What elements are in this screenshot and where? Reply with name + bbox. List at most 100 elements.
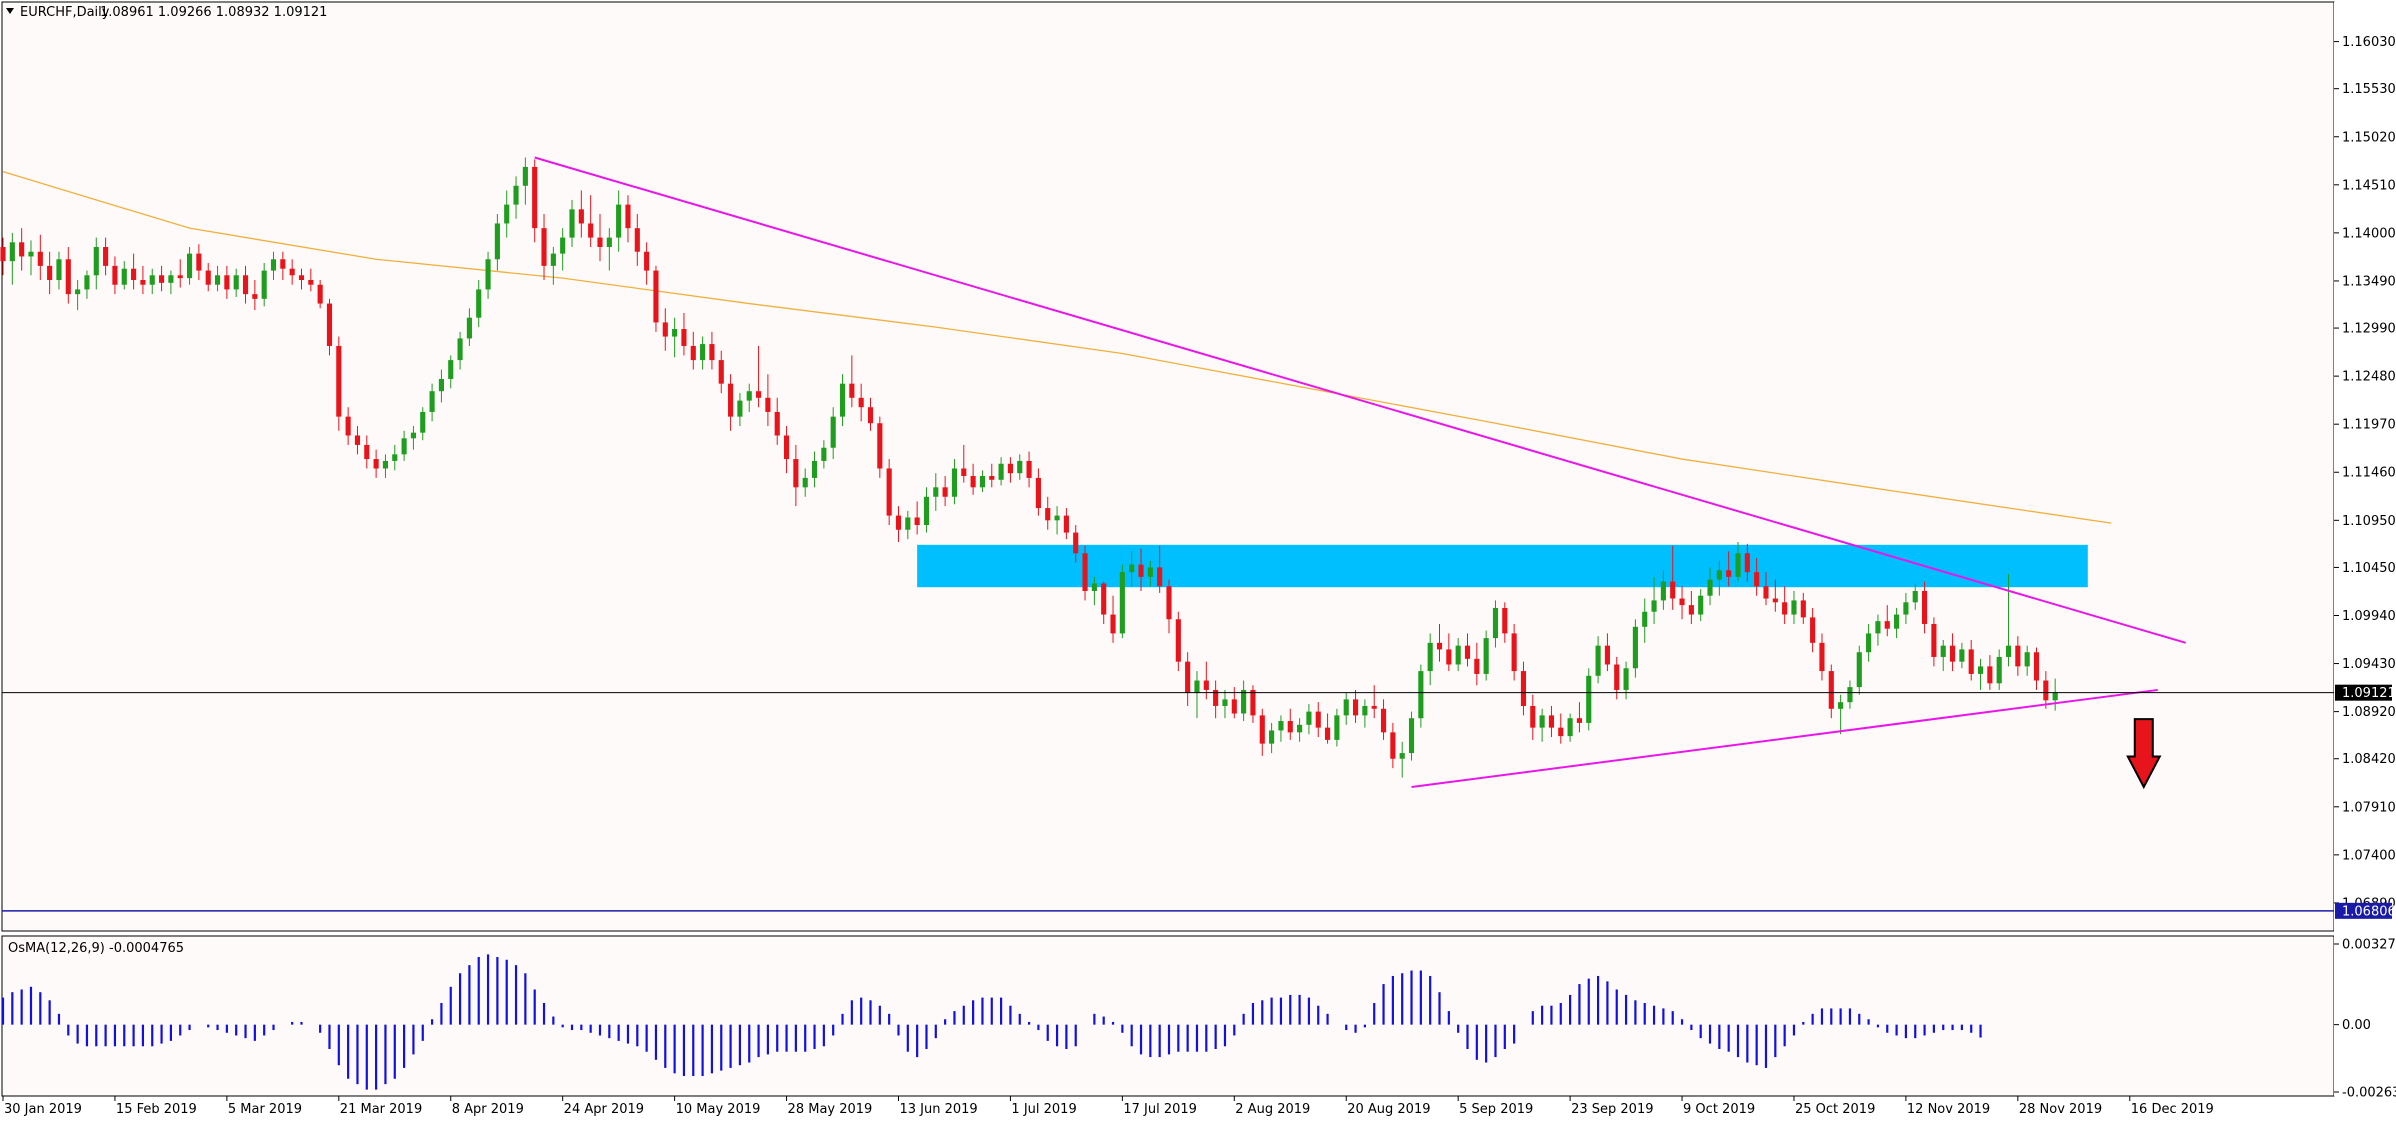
candle xyxy=(653,265,659,332)
candle-body xyxy=(1399,753,1405,759)
candlestick-layer xyxy=(0,157,2058,778)
candle xyxy=(1996,649,2002,690)
date-tick-label: 10 May 2019 xyxy=(676,1102,761,1117)
candle-body xyxy=(989,476,995,480)
candle-body xyxy=(159,275,165,283)
candle-body xyxy=(532,166,538,229)
candle-body xyxy=(1838,702,1844,709)
candle xyxy=(1287,708,1293,740)
candle-body xyxy=(504,204,510,224)
candle xyxy=(1352,689,1359,723)
candle-body xyxy=(905,517,911,530)
candle-body xyxy=(951,468,958,497)
candle xyxy=(1707,567,1713,606)
candle-body xyxy=(1548,715,1555,728)
candle-body xyxy=(1726,570,1732,577)
candle-body xyxy=(2033,652,2040,681)
candle-body xyxy=(401,438,407,455)
candle xyxy=(1548,705,1555,738)
candle xyxy=(625,195,631,243)
candle-body xyxy=(168,275,174,283)
candle-body xyxy=(2005,645,2012,657)
candle-body xyxy=(270,259,277,271)
candle xyxy=(1586,668,1592,731)
candle-body xyxy=(1147,567,1153,577)
candle xyxy=(466,308,472,346)
current-price-label: 1.09121 xyxy=(2342,686,2396,701)
candle-body xyxy=(1931,623,1937,657)
candle-body xyxy=(1595,645,1601,676)
candle-body xyxy=(1119,572,1125,634)
candle-body xyxy=(1884,621,1890,629)
candle xyxy=(1660,570,1666,610)
candle-body xyxy=(513,185,519,205)
candle-body xyxy=(65,259,71,295)
candle xyxy=(1567,713,1573,742)
candle xyxy=(1492,600,1499,648)
candle-body xyxy=(1241,689,1247,714)
candle xyxy=(28,240,34,276)
candle xyxy=(1558,713,1564,744)
candle xyxy=(382,454,389,478)
candle-body xyxy=(410,432,416,439)
candle xyxy=(1763,572,1769,606)
candle xyxy=(1483,630,1489,681)
date-axis: 30 Jan 2019 15 Feb 2019 5 Mar 2019 21 Mar 2… xyxy=(2,1096,2214,1117)
candle-body xyxy=(392,454,398,461)
candle xyxy=(830,407,836,460)
candle-body xyxy=(644,251,650,271)
candle xyxy=(1688,590,1694,624)
candle-body xyxy=(1651,600,1657,612)
candle xyxy=(1838,694,1844,735)
price-level-lines xyxy=(2,692,2334,912)
collapse-triangle-icon[interactable] xyxy=(6,8,14,14)
candle-body xyxy=(1259,715,1265,744)
candle-body xyxy=(942,487,948,497)
candle xyxy=(186,247,193,285)
candle-body xyxy=(634,228,640,252)
candle-body xyxy=(1847,687,1853,703)
candle xyxy=(131,253,137,290)
candle-body xyxy=(849,383,855,398)
candle-body xyxy=(37,251,43,266)
candle xyxy=(298,268,305,290)
candle-body xyxy=(1866,633,1872,653)
candle-body xyxy=(1558,727,1564,737)
candle xyxy=(616,190,622,252)
candle-body xyxy=(979,476,986,488)
date-tick-label: 2 Aug 2019 xyxy=(1235,1102,1310,1117)
candle-body xyxy=(1604,645,1610,665)
candle-body xyxy=(485,259,491,290)
candle xyxy=(821,440,827,469)
candle xyxy=(895,506,902,542)
candle xyxy=(1800,592,1806,624)
candle-body xyxy=(354,435,361,445)
candle xyxy=(9,232,15,285)
candle xyxy=(242,265,249,304)
candle-body xyxy=(2052,692,2058,701)
candle-body xyxy=(1110,614,1116,634)
candle-body xyxy=(718,360,724,384)
candle-body xyxy=(1408,718,1415,754)
candle-body xyxy=(672,329,678,337)
candle-body xyxy=(149,275,155,285)
candle-body xyxy=(382,460,389,469)
candle xyxy=(1520,661,1527,716)
candle xyxy=(1241,680,1247,722)
date-tick-label: 21 Mar 2019 xyxy=(340,1102,422,1117)
candle-body xyxy=(728,383,734,417)
candle xyxy=(1147,560,1153,587)
candle xyxy=(1576,702,1582,733)
candle-body xyxy=(1418,671,1424,719)
candle-body xyxy=(233,275,239,290)
price-tick-label: 1.14510 xyxy=(2342,178,2396,193)
candle-body xyxy=(550,253,556,266)
candle xyxy=(1129,551,1135,587)
candle-body xyxy=(653,270,659,323)
candle-body xyxy=(242,275,249,295)
candle xyxy=(1399,741,1405,778)
candle-body xyxy=(1269,730,1275,744)
candle xyxy=(867,397,874,431)
candle xyxy=(690,331,696,370)
candle xyxy=(1810,607,1816,653)
